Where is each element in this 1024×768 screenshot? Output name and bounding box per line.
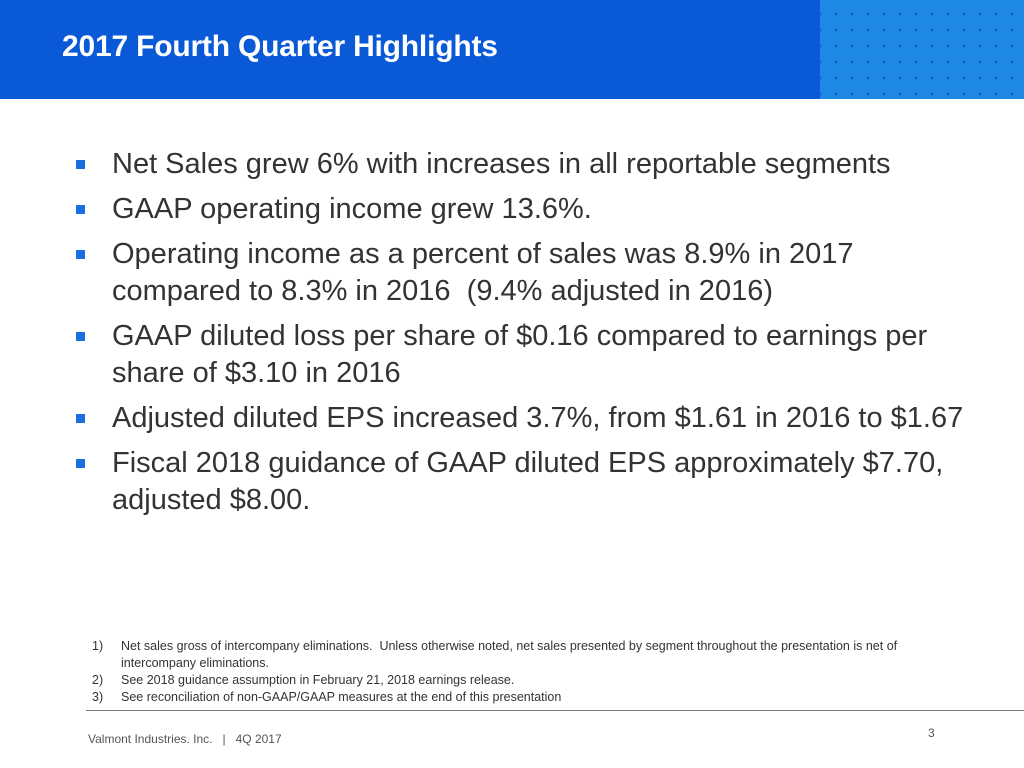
bullet-text: GAAP diluted loss per share of $0.16 com… — [112, 320, 936, 389]
bullet-item: Adjusted diluted EPS increased 3.7%, fro… — [0, 400, 1024, 437]
footnote-text: See reconciliation of non-GAAP/GAAP meas… — [121, 690, 562, 704]
footnote-text: Net sales gross of intercompany eliminat… — [121, 639, 901, 670]
footnote-number: 3) — [92, 690, 104, 704]
footnotes: 1) Net sales gross of intercompany elimi… — [92, 638, 972, 706]
square-bullet-icon — [76, 459, 85, 468]
bullet-item: GAAP diluted loss per share of $0.16 com… — [0, 318, 1024, 392]
highlights-list: Net Sales grew 6% with increases in all … — [0, 146, 1024, 527]
square-bullet-icon — [76, 250, 85, 259]
bullet-text: GAAP operating income grew 13.6%. — [112, 193, 592, 225]
bullet-item: Fiscal 2018 guidance of GAAP diluted EPS… — [0, 445, 1024, 519]
square-bullet-icon — [76, 160, 85, 169]
page-number: 3 — [928, 726, 935, 740]
footnote-number: 2) — [92, 673, 104, 687]
footnote-item: 1) Net sales gross of intercompany elimi… — [92, 638, 972, 672]
bullet-text: Fiscal 2018 guidance of GAAP diluted EPS… — [112, 447, 952, 516]
footnote-item: 2) See 2018 guidance assumption in Febru… — [92, 672, 972, 689]
dot-pattern-decoration — [820, 0, 1024, 99]
footnote-item: 3) See reconciliation of non-GAAP/GAAP m… — [92, 689, 972, 706]
footer-divider — [86, 710, 1024, 711]
title-bar: 2017 Fourth Quarter Highlights — [0, 0, 1024, 99]
square-bullet-icon — [76, 332, 85, 341]
bullet-text: Adjusted diluted EPS increased 3.7%, fro… — [112, 402, 964, 434]
bullet-text: Net Sales grew 6% with increases in all … — [112, 148, 891, 180]
square-bullet-icon — [76, 205, 85, 214]
bullet-item: GAAP operating income grew 13.6%. — [0, 191, 1024, 228]
bullet-text: Operating income as a percent of sales w… — [112, 238, 862, 307]
footnote-number: 1) — [92, 639, 104, 653]
square-bullet-icon — [76, 414, 85, 423]
footnote-text: See 2018 guidance assumption in February… — [121, 673, 515, 687]
bullet-item: Operating income as a percent of sales w… — [0, 236, 1024, 310]
bullet-item: Net Sales grew 6% with increases in all … — [0, 146, 1024, 183]
footer-company-label: Valmont Industries. Inc. | 4Q 2017 — [88, 732, 282, 746]
slide-title: 2017 Fourth Quarter Highlights — [62, 30, 498, 63]
